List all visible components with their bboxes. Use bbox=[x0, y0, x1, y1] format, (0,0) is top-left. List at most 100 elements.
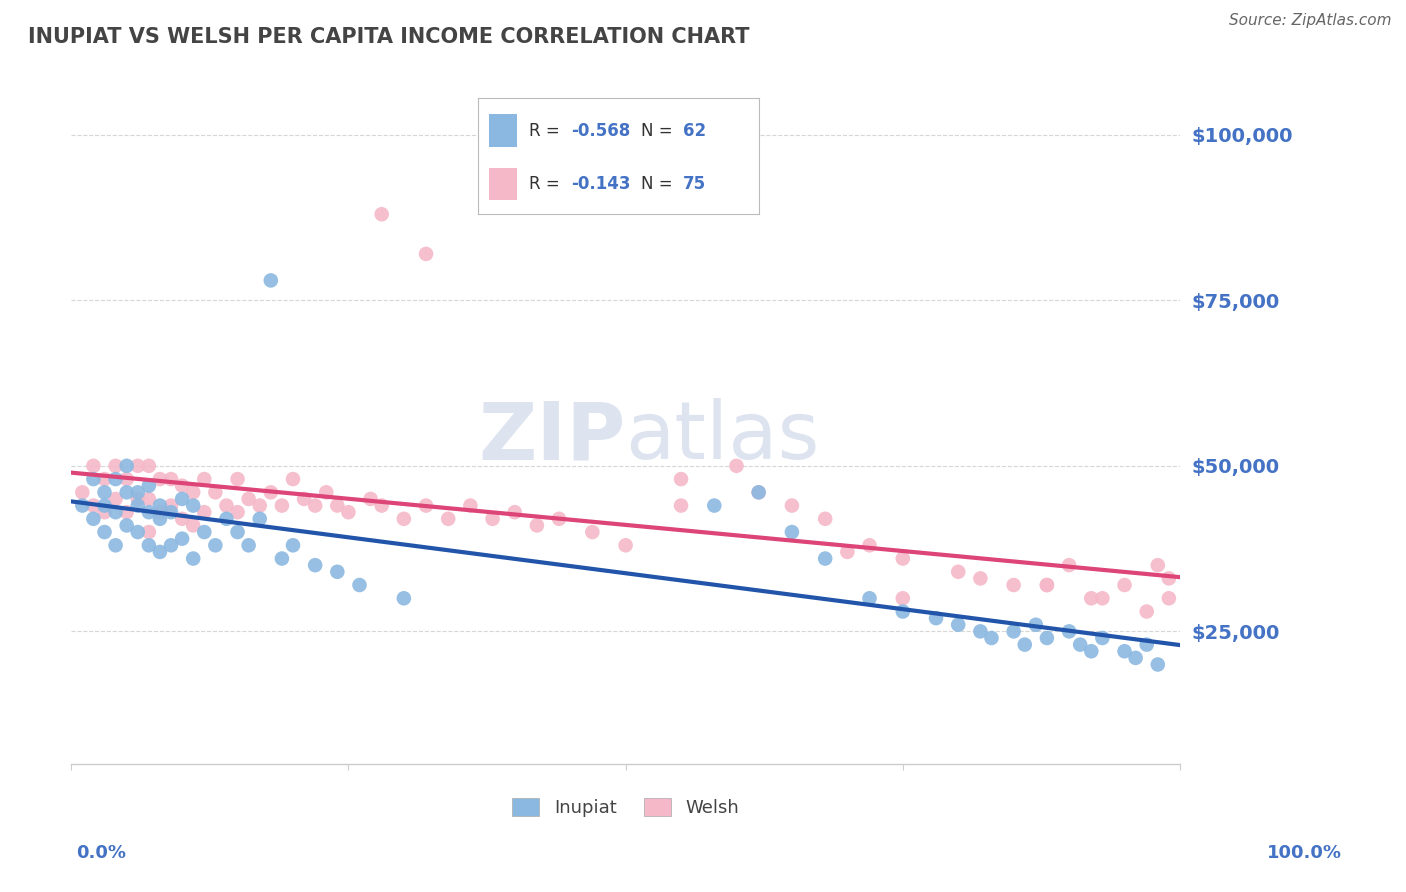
Text: atlas: atlas bbox=[626, 398, 820, 476]
Point bbox=[127, 458, 149, 473]
Point bbox=[969, 624, 991, 639]
Point bbox=[160, 499, 183, 513]
Point bbox=[814, 551, 837, 566]
Point bbox=[226, 505, 249, 519]
Text: ZIP: ZIP bbox=[478, 398, 626, 476]
Point bbox=[1091, 631, 1114, 645]
Point bbox=[249, 512, 271, 526]
Point bbox=[149, 512, 172, 526]
Point bbox=[115, 472, 138, 486]
Point bbox=[349, 578, 371, 592]
Point bbox=[837, 545, 859, 559]
Point bbox=[72, 485, 94, 500]
Point bbox=[891, 551, 914, 566]
Point bbox=[392, 591, 415, 606]
Legend: Inupiat, Welsh: Inupiat, Welsh bbox=[505, 790, 747, 824]
Point bbox=[82, 472, 104, 486]
Text: -0.568: -0.568 bbox=[571, 121, 630, 139]
Point bbox=[93, 499, 115, 513]
Point bbox=[1025, 617, 1047, 632]
Bar bbox=[489, 114, 517, 147]
Point bbox=[780, 524, 803, 539]
Point bbox=[1036, 631, 1059, 645]
Point bbox=[415, 499, 437, 513]
Point bbox=[115, 458, 138, 473]
Text: -0.143: -0.143 bbox=[571, 175, 630, 193]
Point bbox=[748, 485, 770, 500]
Point bbox=[172, 491, 194, 506]
Point bbox=[1125, 651, 1147, 665]
Point bbox=[215, 512, 238, 526]
Point bbox=[891, 605, 914, 619]
Point bbox=[326, 499, 349, 513]
Point bbox=[181, 485, 204, 500]
Point bbox=[526, 518, 548, 533]
Point bbox=[249, 499, 271, 513]
Point bbox=[1057, 624, 1080, 639]
Point bbox=[82, 458, 104, 473]
Point bbox=[215, 499, 238, 513]
Point bbox=[138, 505, 160, 519]
Point bbox=[204, 485, 226, 500]
Point bbox=[226, 472, 249, 486]
Point bbox=[1091, 591, 1114, 606]
Text: 75: 75 bbox=[683, 175, 706, 193]
Point bbox=[415, 247, 437, 261]
Point bbox=[160, 505, 183, 519]
Point bbox=[1014, 638, 1036, 652]
Point bbox=[948, 565, 970, 579]
Point bbox=[481, 512, 503, 526]
Point bbox=[172, 512, 194, 526]
Point bbox=[138, 479, 160, 493]
Point bbox=[1114, 578, 1136, 592]
Point bbox=[93, 505, 115, 519]
Point bbox=[581, 524, 603, 539]
Point bbox=[104, 458, 127, 473]
Text: N =: N = bbox=[641, 175, 678, 193]
Point bbox=[814, 512, 837, 526]
Text: R =: R = bbox=[529, 121, 565, 139]
Point bbox=[172, 479, 194, 493]
Point bbox=[315, 485, 337, 500]
Point bbox=[260, 485, 283, 500]
Point bbox=[138, 524, 160, 539]
Point bbox=[238, 538, 260, 552]
Text: INUPIAT VS WELSH PER CAPITA INCOME CORRELATION CHART: INUPIAT VS WELSH PER CAPITA INCOME CORRE… bbox=[28, 27, 749, 46]
Point bbox=[104, 505, 127, 519]
Point bbox=[1114, 644, 1136, 658]
Point bbox=[1080, 644, 1102, 658]
Point bbox=[1157, 591, 1180, 606]
Point bbox=[858, 538, 880, 552]
Point bbox=[82, 499, 104, 513]
Point bbox=[127, 491, 149, 506]
Point bbox=[181, 499, 204, 513]
Point bbox=[614, 538, 637, 552]
Point bbox=[1069, 638, 1091, 652]
Point bbox=[292, 491, 315, 506]
Bar bbox=[489, 168, 517, 200]
Point bbox=[127, 524, 149, 539]
Point bbox=[858, 591, 880, 606]
Point bbox=[780, 499, 803, 513]
Point bbox=[1157, 571, 1180, 585]
Point bbox=[1036, 578, 1059, 592]
Point bbox=[115, 485, 138, 500]
Text: 62: 62 bbox=[683, 121, 706, 139]
Point bbox=[149, 499, 172, 513]
Point bbox=[703, 499, 725, 513]
Point bbox=[460, 499, 482, 513]
Point bbox=[115, 505, 138, 519]
Point bbox=[193, 524, 215, 539]
Point bbox=[193, 472, 215, 486]
Point bbox=[669, 499, 692, 513]
Text: N =: N = bbox=[641, 121, 678, 139]
Point bbox=[1146, 657, 1168, 672]
Text: 100.0%: 100.0% bbox=[1267, 844, 1343, 862]
Point bbox=[326, 565, 349, 579]
Point bbox=[270, 551, 292, 566]
Point bbox=[270, 499, 292, 513]
Point bbox=[1002, 578, 1025, 592]
Point bbox=[360, 491, 382, 506]
Point bbox=[370, 499, 392, 513]
Point bbox=[172, 532, 194, 546]
